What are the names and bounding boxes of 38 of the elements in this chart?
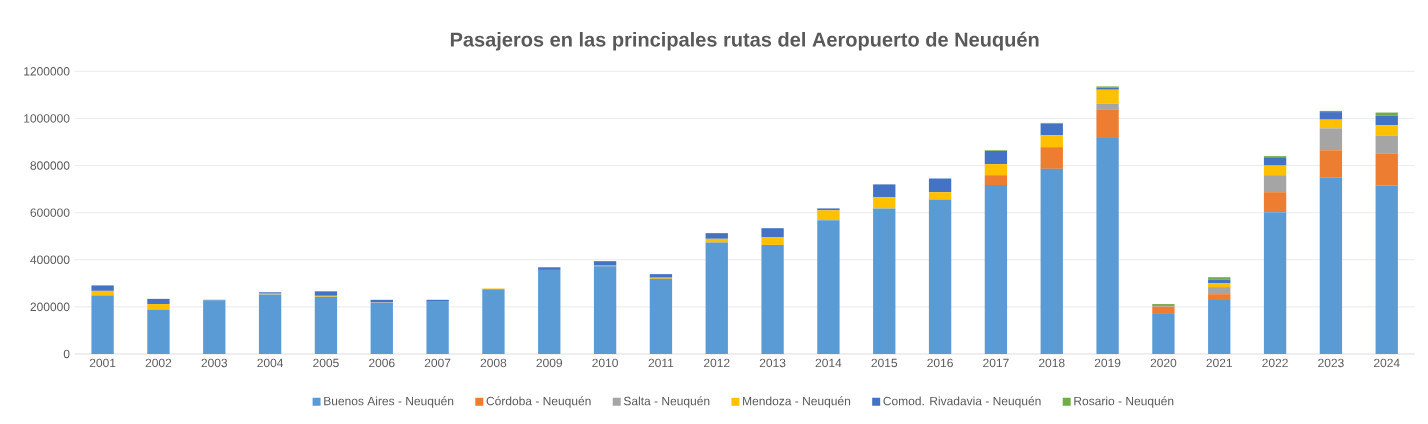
x-tick-label: 2018	[1039, 358, 1065, 368]
x-tick-label: 2002	[145, 358, 172, 368]
legend-label: Córdoba - Neuquén	[486, 396, 591, 408]
x-tick-label: 2010	[592, 358, 618, 368]
x-tick-label: 2022	[1262, 358, 1288, 368]
legend-label: Buenos Aires - Neuquén	[324, 396, 454, 408]
x-tick-label: 2005	[313, 358, 339, 368]
y-tick-label: 400000	[30, 255, 70, 265]
x-tick-label: 2020	[1150, 358, 1177, 368]
x-tick-label: 2009	[536, 358, 563, 368]
legend-label: Mendoza - Neuquén	[743, 396, 851, 408]
x-tick-label: 2024	[1373, 358, 1400, 368]
x-tick-label: 2003	[201, 358, 228, 368]
x-tick-label: 2008	[480, 358, 507, 368]
y-tick-label: 200000	[30, 302, 70, 312]
legend-label: Salta - Neuquén	[623, 396, 710, 408]
x-tick-label: 2016	[927, 358, 953, 368]
x-tick-label: 2012	[704, 358, 730, 368]
x-tick-label: 2006	[369, 358, 395, 368]
x-tick-label: 2011	[648, 358, 674, 368]
y-tick-label: 800000	[30, 161, 70, 170]
x-tick-label: 2023	[1318, 358, 1344, 368]
x-tick-label: 2015	[871, 358, 898, 368]
x-tick-label: 2021	[1206, 358, 1232, 368]
x-tick-label: 2014	[815, 358, 842, 368]
y-tick-label: 0	[63, 349, 70, 359]
x-tick-label: 2007	[424, 358, 451, 368]
y-tick-label: 1200000	[24, 67, 70, 76]
y-tick-label: 600000	[30, 208, 70, 217]
x-tick-label: 2017	[983, 358, 1009, 368]
x-tick-label: 2019	[1094, 358, 1121, 368]
legend-label: Rosario - Neuquén	[1074, 396, 1174, 408]
legend-label: Comod. Rivadavia - Neuquén	[883, 396, 1041, 408]
y-tick-label: 1000000	[24, 114, 70, 123]
x-tick-label: 2013	[759, 358, 786, 368]
chart-title: Pasajeros en las principales rutas del Aeropuerto de Neuquén	[450, 31, 1039, 51]
x-tick-label: 2004	[257, 358, 284, 368]
x-tick-label: 2001	[89, 358, 116, 368]
